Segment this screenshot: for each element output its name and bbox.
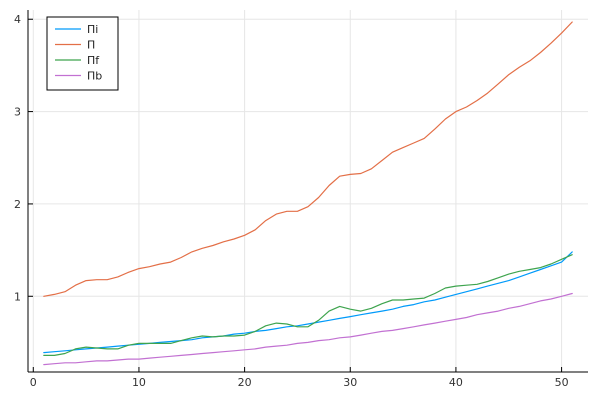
legend-label: Πb (87, 70, 102, 83)
legend-label: Πi (87, 23, 98, 36)
axes: 0 10 20 30 40 50 1 2 3 4 (14, 10, 588, 389)
x-tick-label: 30 (343, 376, 357, 389)
y-tick-label: 2 (14, 198, 21, 211)
series-lines (43, 21, 573, 366)
series-line-4 (43, 292, 573, 366)
legend-box (46, 16, 119, 91)
y-tick-label: 3 (14, 106, 21, 119)
legend: Πi Π Πf Πb (46, 16, 119, 91)
y-tick-label: 1 (14, 290, 21, 303)
series-line-3 (43, 254, 573, 356)
legend-label: Πf (87, 54, 100, 67)
y-tick-label: 4 (14, 13, 21, 26)
grid (28, 10, 588, 372)
x-tick-label: 10 (132, 376, 146, 389)
x-tick-label: 20 (238, 376, 252, 389)
x-tick-label: 50 (555, 376, 569, 389)
x-tick-label: 40 (449, 376, 463, 389)
series-line-2 (43, 21, 573, 297)
series-line-1 (43, 251, 573, 354)
x-tick-label: 0 (30, 376, 37, 389)
legend-label: Π (87, 39, 95, 52)
